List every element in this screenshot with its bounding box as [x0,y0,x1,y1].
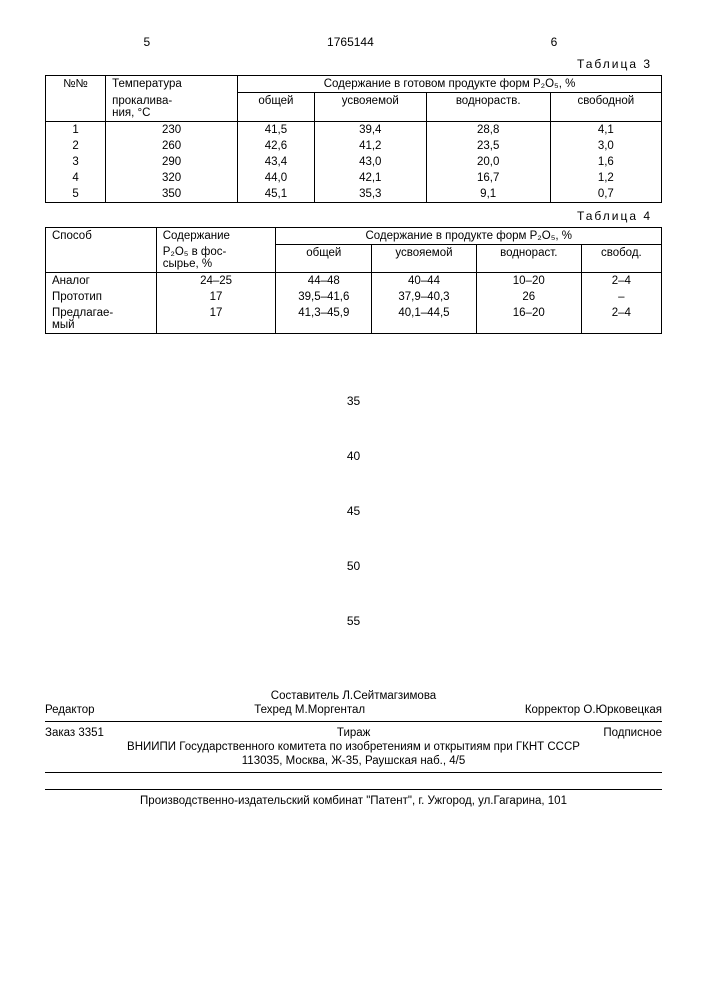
table4: Способ Содержание Содержание в продукте … [45,227,662,335]
table-cell: 24–25 [156,273,276,290]
line-num: 50 [45,539,662,594]
t4-h-cont-top: Содержание [156,227,276,244]
line-numbers: 35 40 45 50 55 [45,374,662,649]
table3-row: 123041,539,428,84,1 [46,121,662,138]
table-cell: 2 [46,138,106,154]
table-cell: 3,0 [550,138,661,154]
t3-h-num: №№ [46,76,106,122]
document-number: 1765144 [249,35,453,49]
table-cell: 41,2 [314,138,426,154]
table-cell: 40–44 [372,273,477,290]
t4-h-total: общей [276,244,372,273]
table-cell: 2–4 [581,305,661,334]
table-cell: 41,5 [238,121,315,138]
table-cell: 0,7 [550,186,661,203]
table-cell: 39,4 [314,121,426,138]
table-cell: 42,1 [314,170,426,186]
page-col-left: 5 [45,35,249,49]
table-cell: 16,7 [426,170,550,186]
subscribe: Подписное [603,727,662,739]
table-cell: 26 [476,289,581,305]
table-cell: 4,1 [550,121,661,138]
table-cell: 42,6 [238,138,315,154]
table-cell: 5 [46,186,106,203]
table3-row: 535045,135,39,10,7 [46,186,662,203]
t4-h-assim: усвояемой [372,244,477,273]
table-cell: 43,0 [314,154,426,170]
line-num: 45 [45,484,662,539]
table-cell: 44,0 [238,170,315,186]
tirazh: Тираж [337,727,370,739]
t4-h-water: воднораст. [476,244,581,273]
table-cell: Предлагае- мый [46,305,157,334]
table-cell: 4 [46,170,106,186]
table3-row: 329043,443,020,01,6 [46,154,662,170]
t3-h-free: свободной [550,93,661,122]
table-cell: 10–20 [476,273,581,290]
t3-h-temp-bot: прокалива- ния, °С [106,93,238,122]
table3-row: 432044,042,116,71,2 [46,170,662,186]
table3-row: 226042,641,223,53,0 [46,138,662,154]
table-cell: – [581,289,661,305]
t3-h-content: Содержание в готовом продукте форм Р₂О₅,… [238,76,662,93]
t3-h-water: воднораств. [426,93,550,122]
table-cell: 17 [156,289,276,305]
editor: Редактор [45,704,95,716]
table-cell: 35,3 [314,186,426,203]
org: ВНИИПИ Государственного комитета по изоб… [45,740,662,754]
table3: №№ Температура Содержание в готовом прод… [45,75,662,203]
table-cell: 17 [156,305,276,334]
table-cell: 23,5 [426,138,550,154]
t3-h-assim: усвояемой [314,93,426,122]
t3-h-total: общей [238,93,315,122]
table3-label: Таблица 3 [45,57,662,71]
table-cell: 16–20 [476,305,581,334]
t4-h-content: Содержание в продукте форм Р₂О₅, % [276,227,662,244]
table-cell: 20,0 [426,154,550,170]
t4-h-cont-bot: Р₂О₅ в фос- сырье, % [156,244,276,273]
table-cell: 9,1 [426,186,550,203]
table-cell: 3 [46,154,106,170]
table-cell: 45,1 [238,186,315,203]
table4-row: Аналог24–2544–4840–4410–202–4 [46,273,662,290]
table-cell: 320 [106,170,238,186]
table-cell: Прототип [46,289,157,305]
t3-h-temp-top: Температура [106,76,238,93]
table-cell: 1,6 [550,154,661,170]
table-cell: 260 [106,138,238,154]
line-num: 35 [45,374,662,429]
table-cell: 2–4 [581,273,661,290]
table-cell: 43,4 [238,154,315,170]
table-cell: 44–48 [276,273,372,290]
table-cell: 1 [46,121,106,138]
page-col-right: 6 [452,35,656,49]
table-cell: 28,8 [426,121,550,138]
t4-h-free: свобод. [581,244,661,273]
line-num: 55 [45,594,662,649]
line-num: 40 [45,429,662,484]
compiler: Составитель Л.Сейтмагзимова [45,689,662,703]
table-cell: 39,5–41,6 [276,289,372,305]
table-cell: Аналог [46,273,157,290]
table-cell: 290 [106,154,238,170]
techred: Техред М.Моргентал [254,704,365,716]
footer: Составитель Л.Сейтмагзимова Редактор Тех… [45,689,662,808]
table-cell: 41,3–45,9 [276,305,372,334]
addr: 113035, Москва, Ж-35, Раушская наб., 4/5 [45,754,662,768]
table4-row: Прототип1739,5–41,637,9–40,326– [46,289,662,305]
table4-row: Предлагае- мый1741,3–45,940,1–44,516–202… [46,305,662,334]
table-cell: 1,2 [550,170,661,186]
table-cell: 230 [106,121,238,138]
printer: Производственно-издательский комбинат "П… [45,794,662,808]
corrector: Корректор О.Юрковецкая [525,704,662,716]
table-cell: 350 [106,186,238,203]
order: Заказ 3351 [45,727,104,739]
page-header: 5 1765144 6 [45,35,662,49]
table-cell: 40,1–44,5 [372,305,477,334]
t4-h-method: Способ [46,227,157,273]
table4-label: Таблица 4 [45,209,662,223]
table-cell: 37,9–40,3 [372,289,477,305]
